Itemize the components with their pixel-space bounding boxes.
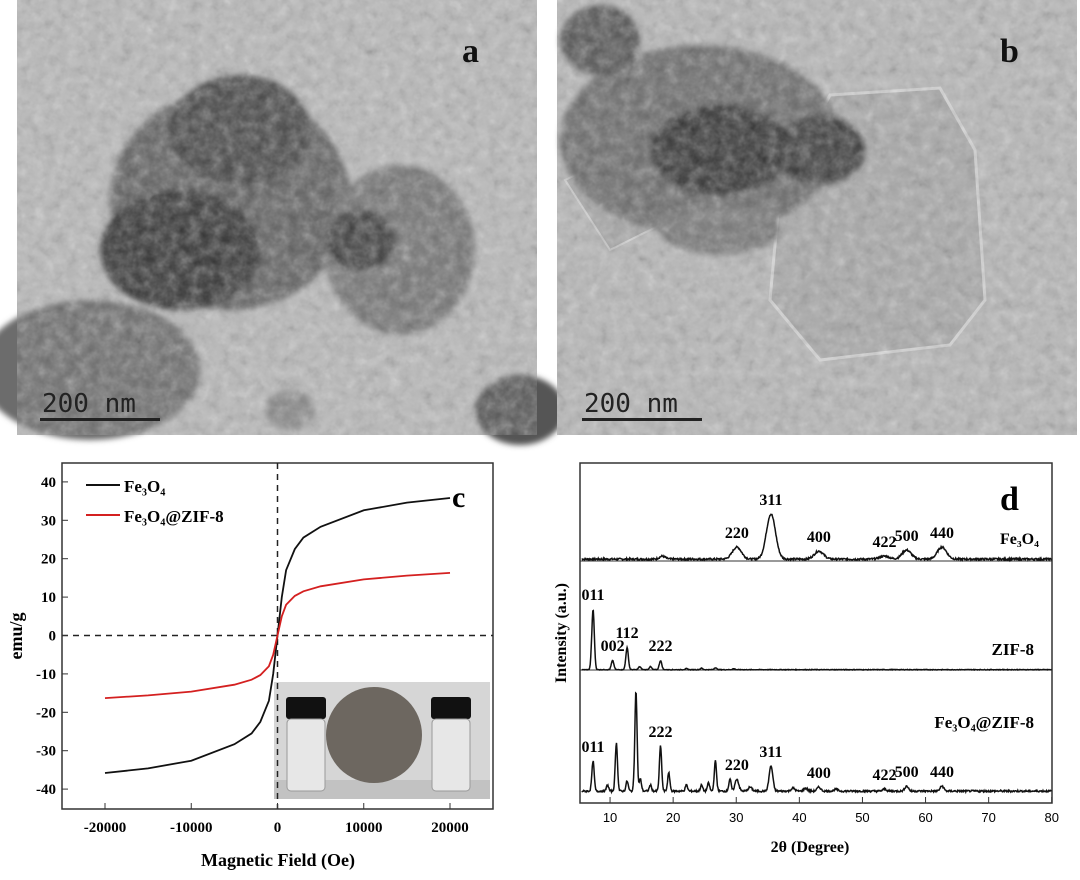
peak-label: 011 <box>581 587 604 604</box>
trace-fe3o4-zif8 <box>581 691 1052 795</box>
y-axis-label-d: Intensity (a.u.) <box>553 583 570 683</box>
x-axis-label-c: Magnetic Field (Oe) <box>201 850 355 871</box>
x-tick-label: 30 <box>729 810 743 825</box>
peak-label: 440 <box>930 764 954 781</box>
plot-frame-d <box>579 462 1053 804</box>
scale-bar-label-a: 200 nm <box>42 389 136 419</box>
curve-fe3o4-zif8 <box>104 572 451 699</box>
x-tick-label: -10000 <box>170 820 213 836</box>
peak-label: 222 <box>649 638 673 655</box>
x-axis-label-d: 2θ (Degree) <box>771 839 850 856</box>
trace-zif8 <box>581 609 1052 672</box>
vial-cap-icon <box>286 697 326 719</box>
scale-bar-b <box>582 418 702 421</box>
x-tick-label: -20000 <box>84 820 127 836</box>
peak-label: 311 <box>759 492 782 509</box>
y-tick-label: 40 <box>41 475 56 491</box>
peak-label: 422 <box>873 534 897 551</box>
x-tick-label: 50 <box>855 810 869 825</box>
trace-fe3o4 <box>581 513 1052 563</box>
peak-label: 112 <box>616 625 639 642</box>
y-tick-label: 20 <box>41 552 56 568</box>
inset-photo <box>274 682 490 799</box>
tem-image-a: 200 nm a <box>0 0 565 445</box>
series-label-composite: Fe₃O₄@ZIF-8 <box>934 713 1034 732</box>
panel-label-a: a <box>462 33 479 70</box>
scale-bar-label-b: 200 nm <box>584 389 678 419</box>
y-tick-label: 30 <box>41 513 56 529</box>
peak-label: 400 <box>807 765 831 782</box>
x-tick-label: 20 <box>666 810 680 825</box>
peak-label: 422 <box>873 767 897 784</box>
peak-label: 222 <box>649 724 673 741</box>
legend-label-composite: Fe₃O₄@ZIF-8 <box>124 507 224 526</box>
peak-label: 400 <box>807 529 831 546</box>
y-tick-label: -20 <box>36 705 56 721</box>
x-tick-label: 40 <box>792 810 806 825</box>
series-label-zif8: ZIF-8 <box>992 640 1035 659</box>
x-tick-label: 70 <box>981 810 995 825</box>
x-tick-label: 0 <box>274 820 282 836</box>
legend-label-fe3o4: Fe₃O₄ <box>124 477 165 496</box>
peak-label: 220 <box>725 757 749 774</box>
series-label-fe3o4: Fe₃O₄ <box>1000 531 1039 548</box>
peak-label: 002 <box>601 638 625 655</box>
peak-label: 011 <box>581 739 604 756</box>
y-axis-label-c: emu/g <box>6 613 26 660</box>
y-tick-label: -30 <box>36 744 56 760</box>
scale-bar-a <box>40 418 160 421</box>
panel-label-b: b <box>1000 33 1019 70</box>
vial-cap-icon <box>431 697 471 719</box>
y-tick-label: 10 <box>41 590 56 606</box>
tem-image-b: 200 nm b <box>557 0 1077 435</box>
y-tick-label: -40 <box>36 782 56 798</box>
x-tick-label: 80 <box>1045 810 1059 825</box>
x-tick-label: 60 <box>918 810 932 825</box>
x-tick-label: 10 <box>603 810 617 825</box>
magnet-icon <box>326 687 422 783</box>
y-tick-label: 0 <box>49 629 57 645</box>
y-tick-label: -10 <box>36 667 56 683</box>
peak-label: 500 <box>895 528 919 545</box>
x-tick-label: 10000 <box>345 820 383 836</box>
panel-label-d: d <box>1000 481 1019 518</box>
x-tick-label: 20000 <box>431 820 469 836</box>
peak-label: 500 <box>895 764 919 781</box>
peak-label: 220 <box>725 525 749 542</box>
peak-label: 440 <box>930 525 954 542</box>
hysteresis-chart: -20000 -10000 0 10000 20000 40 30 20 10 0 -10 -20 -3… <box>6 462 494 871</box>
panel-label-c: c <box>452 481 465 514</box>
peak-label: 311 <box>759 744 782 761</box>
